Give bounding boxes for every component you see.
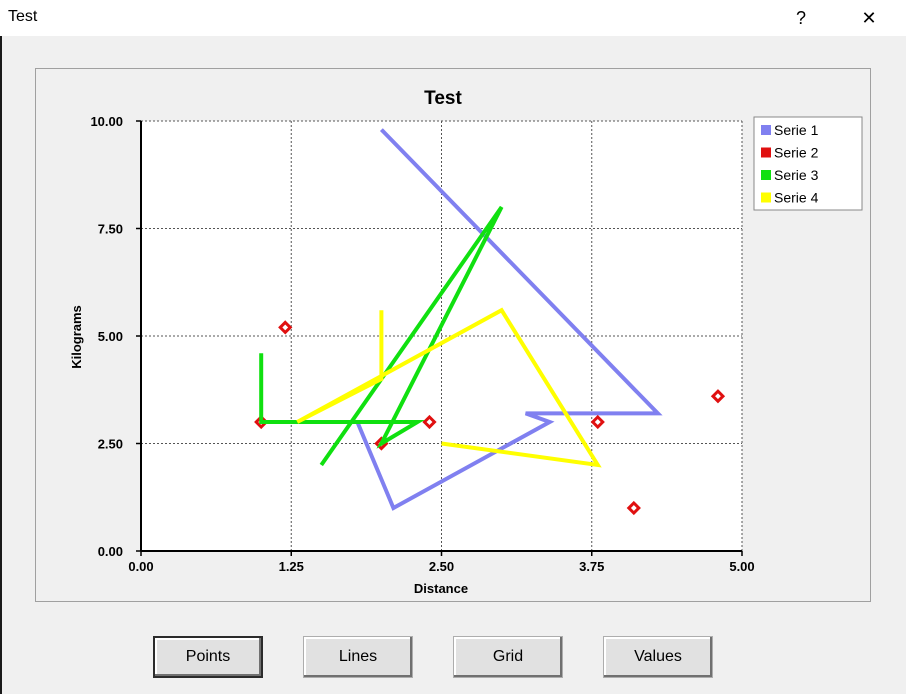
legend-swatch bbox=[761, 170, 771, 180]
points-button[interactable]: Points bbox=[153, 636, 263, 678]
legend-swatch bbox=[761, 192, 771, 203]
series-2-point bbox=[422, 414, 437, 430]
title-bar: Test ? ✕ bbox=[0, 0, 906, 36]
series-4-line bbox=[296, 307, 602, 468]
legend-box bbox=[753, 116, 863, 211]
y-tick-label: 2.50 bbox=[98, 437, 123, 452]
series-2-point bbox=[626, 500, 641, 516]
chart-panel: Test 0.00 1.25 2.50 3.75 5.00 0.00 2.50 5.00 7.5… bbox=[35, 68, 871, 602]
x-tick-label: 0.00 bbox=[128, 559, 153, 574]
x-tick-label: 5.00 bbox=[729, 559, 754, 574]
close-button[interactable]: ✕ bbox=[861, 7, 877, 28]
legend: Serie 1 Serie 2 Serie 3 Serie 4 bbox=[753, 116, 863, 211]
window-edge bbox=[0, 36, 2, 694]
legend-swatch bbox=[761, 147, 771, 158]
series-3-line bbox=[259, 205, 504, 467]
series-2-point bbox=[278, 320, 293, 335]
y-tick-label: 10.00 bbox=[90, 114, 123, 129]
legend-label: Serie 1 bbox=[774, 122, 819, 138]
x-tick-label: 3.75 bbox=[579, 559, 604, 574]
series-layer bbox=[254, 128, 726, 516]
x-tick-label: 2.50 bbox=[429, 559, 454, 574]
legend-swatch bbox=[761, 125, 771, 135]
series-2-point bbox=[590, 414, 605, 430]
window-title: Test bbox=[8, 8, 38, 25]
series-1-line bbox=[355, 128, 663, 511]
series-2-point bbox=[710, 389, 726, 404]
x-axis-label: Distance bbox=[414, 581, 468, 596]
chart-title: Test bbox=[424, 88, 462, 109]
help-button[interactable]: ? bbox=[795, 7, 806, 28]
y-tick-label: 7.50 bbox=[98, 222, 123, 237]
x-tick-label: 1.25 bbox=[279, 559, 304, 574]
legend-label: Serie 2 bbox=[774, 145, 819, 161]
chart: Test 0.00 1.25 2.50 3.75 5.00 0.00 2.50 5.00 7.5… bbox=[69, 88, 863, 596]
grid-layer bbox=[141, 120, 743, 551]
y-axis-label: Kilograms bbox=[69, 305, 84, 369]
legend-label: Serie 4 bbox=[774, 190, 819, 206]
y-tick-label: 5.00 bbox=[98, 329, 123, 344]
lines-button[interactable]: Lines bbox=[303, 636, 413, 678]
axes: 0.00 1.25 2.50 3.75 5.00 0.00 2.50 5.00 7.50 10.0… bbox=[90, 114, 754, 574]
values-button[interactable]: Values bbox=[603, 636, 713, 678]
y-tick-label: 0.00 bbox=[98, 544, 123, 559]
grid-button[interactable]: Grid bbox=[453, 636, 563, 678]
legend-label: Serie 3 bbox=[774, 167, 819, 183]
